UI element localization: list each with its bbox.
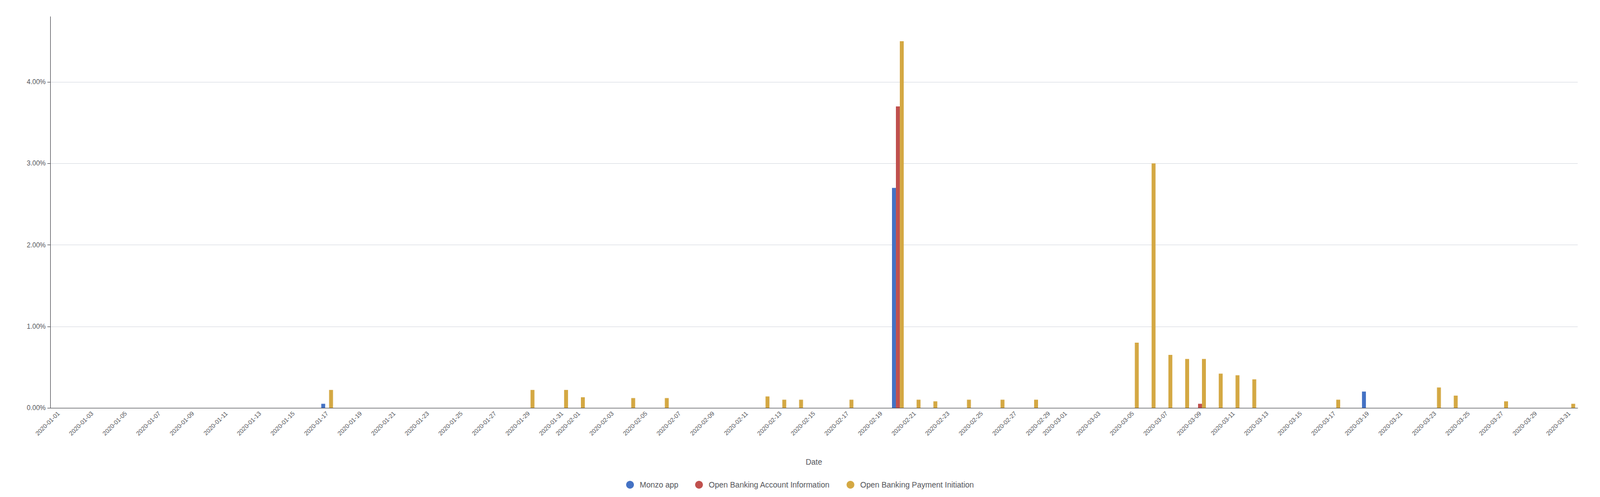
svg-text:2020-01-27: 2020-01-27 [470, 410, 498, 438]
svg-text:2020-02-15: 2020-02-15 [789, 410, 817, 438]
svg-text:Date: Date [805, 457, 823, 467]
svg-text:2020-02-21: 2020-02-21 [890, 410, 918, 438]
svg-text:2020-01-07: 2020-01-07 [134, 410, 162, 438]
svg-text:2020-02-25: 2020-02-25 [957, 410, 984, 438]
svg-text:2020-02-27: 2020-02-27 [990, 410, 1018, 438]
svg-text:2020-03-31: 2020-03-31 [1544, 410, 1572, 438]
svg-text:2020-02-11: 2020-02-11 [722, 410, 750, 438]
svg-text:2020-03-19: 2020-03-19 [1343, 410, 1371, 438]
svg-text:2020-01-25: 2020-01-25 [437, 410, 464, 438]
svg-text:2020-03-01: 2020-03-01 [1041, 410, 1069, 438]
svg-text:2020-02-23: 2020-02-23 [923, 410, 951, 438]
svg-text:2020-01-19: 2020-01-19 [336, 410, 363, 438]
svg-text:2020-01-15: 2020-01-15 [269, 410, 297, 438]
svg-text:4.00%: 4.00% [26, 78, 46, 86]
svg-text:2020-01-21: 2020-01-21 [369, 410, 397, 438]
svg-text:2020-03-11: 2020-03-11 [1209, 410, 1236, 438]
svg-text:2020-03-21: 2020-03-21 [1377, 410, 1404, 438]
svg-text:2020-01-11: 2020-01-11 [202, 410, 230, 438]
svg-text:2020-01-17: 2020-01-17 [302, 410, 330, 438]
svg-text:2020-02-13: 2020-02-13 [755, 410, 783, 438]
svg-text:2020-02-09: 2020-02-09 [688, 410, 716, 438]
svg-text:2020-01-03: 2020-01-03 [67, 410, 95, 438]
svg-text:Open Banking Account Informati: Open Banking Account Information [708, 480, 829, 490]
svg-text:1.00%: 1.00% [26, 322, 46, 331]
svg-text:2020-02-01: 2020-02-01 [554, 410, 581, 438]
svg-text:2020-03-07: 2020-03-07 [1141, 410, 1169, 438]
svg-text:2020-01-05: 2020-01-05 [101, 410, 129, 438]
svg-text:2020-03-25: 2020-03-25 [1443, 410, 1471, 438]
svg-text:2020-03-03: 2020-03-03 [1074, 410, 1102, 438]
svg-text:3.00%: 3.00% [26, 159, 46, 168]
svg-text:2020-02-03: 2020-02-03 [588, 410, 615, 438]
svg-text:2020-03-09: 2020-03-09 [1175, 410, 1203, 438]
svg-text:2020-03-15: 2020-03-15 [1276, 410, 1303, 438]
svg-text:2020-02-17: 2020-02-17 [822, 410, 850, 438]
svg-text:2020-03-17: 2020-03-17 [1309, 410, 1337, 438]
svg-text:2020-03-23: 2020-03-23 [1410, 410, 1438, 438]
svg-text:2020-03-05: 2020-03-05 [1108, 410, 1136, 438]
svg-text:2020-03-29: 2020-03-29 [1511, 410, 1539, 438]
svg-text:2020-02-05: 2020-02-05 [621, 410, 649, 438]
svg-text:Open Banking Payment Initiatio: Open Banking Payment Initiation [860, 480, 974, 490]
svg-text:2020-01-09: 2020-01-09 [168, 410, 196, 438]
svg-text:2020-02-19: 2020-02-19 [856, 410, 884, 438]
svg-text:2020-02-29: 2020-02-29 [1024, 410, 1052, 438]
svg-text:2020-03-13: 2020-03-13 [1242, 410, 1270, 438]
svg-text:0.00%: 0.00% [26, 404, 46, 412]
svg-text:2.00%: 2.00% [26, 241, 46, 250]
svg-text:2020-01-23: 2020-01-23 [403, 410, 430, 438]
svg-text:2020-02-07: 2020-02-07 [655, 410, 682, 438]
svg-text:2020-01-01: 2020-01-01 [34, 410, 61, 438]
svg-text:2020-01-31: 2020-01-31 [537, 410, 565, 438]
svg-text:2020-01-29: 2020-01-29 [503, 410, 531, 438]
svg-text:2020-03-27: 2020-03-27 [1477, 410, 1505, 438]
svg-text:Monzo app: Monzo app [640, 480, 679, 490]
svg-text:2020-01-13: 2020-01-13 [235, 410, 263, 438]
